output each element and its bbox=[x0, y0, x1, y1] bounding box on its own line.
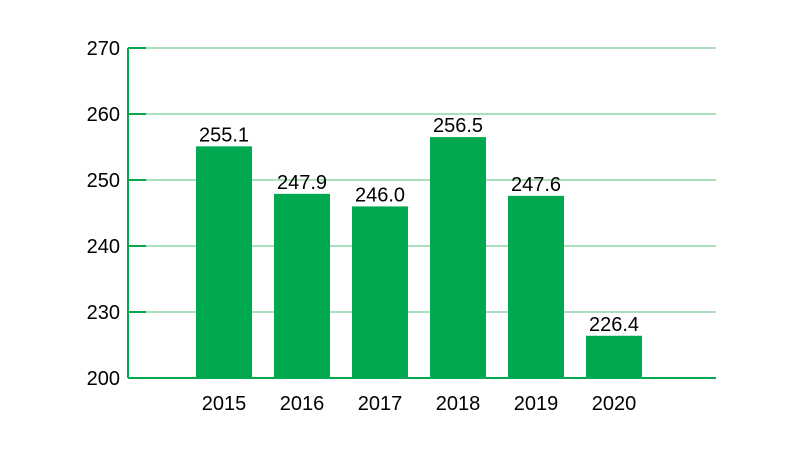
bar-2019 bbox=[508, 195, 564, 378]
data-label-2017: 246.0 bbox=[355, 184, 405, 206]
y-tick-label-270: 270 bbox=[87, 38, 120, 60]
y-tick-label-200: 200 bbox=[87, 368, 120, 390]
bar-2018 bbox=[430, 137, 486, 378]
y-tick-label-260: 260 bbox=[87, 104, 120, 126]
data-label-2015: 255.1 bbox=[199, 124, 249, 146]
x-category-label-2018: 2018 bbox=[436, 393, 481, 415]
data-label-2016: 247.9 bbox=[277, 172, 327, 194]
data-label-2018: 256.5 bbox=[433, 115, 483, 137]
y-tick-label-250: 250 bbox=[87, 170, 120, 192]
data-labels: 255.1 247.9 246.0 256.5 247.6 226.4 bbox=[199, 115, 639, 336]
axes bbox=[127, 47, 716, 379]
x-category-label-2016: 2016 bbox=[280, 393, 325, 415]
y-tick-labels: 200 230 240 250 260 270 bbox=[87, 38, 120, 390]
y-tick-label-240: 240 bbox=[87, 236, 120, 258]
data-label-2020: 226.4 bbox=[589, 314, 639, 336]
data-label-2019: 247.6 bbox=[511, 174, 561, 196]
y-tick-label-230: 230 bbox=[87, 302, 120, 324]
bar-2020 bbox=[586, 335, 642, 378]
bar-2017 bbox=[352, 206, 408, 378]
bar-2015 bbox=[196, 146, 252, 378]
bar-2016 bbox=[274, 193, 330, 378]
bars bbox=[196, 137, 642, 378]
x-category-label-2020: 2020 bbox=[592, 393, 637, 415]
x-category-label-2015: 2015 bbox=[202, 393, 247, 415]
x-category-labels: 2015 2016 2017 2018 2019 2020 bbox=[202, 393, 637, 415]
x-category-label-2017: 2017 bbox=[358, 393, 403, 415]
x-category-label-2019: 2019 bbox=[514, 393, 559, 415]
